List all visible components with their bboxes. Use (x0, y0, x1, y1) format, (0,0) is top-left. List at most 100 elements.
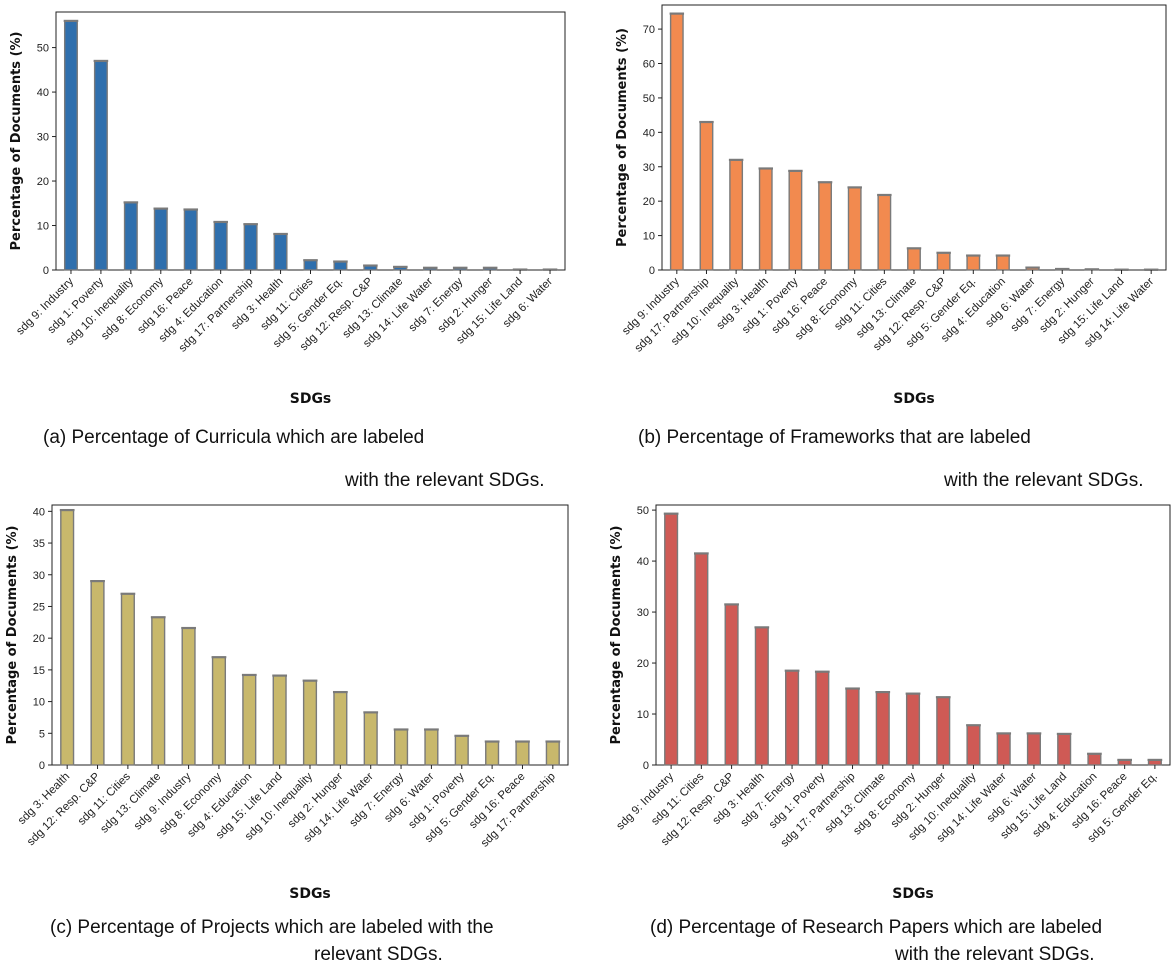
bar (181, 627, 196, 766)
y-tick-label: 15 (33, 665, 45, 677)
y-tick-label: 0 (43, 265, 49, 277)
bar (966, 724, 981, 766)
bar (669, 12, 684, 271)
bar (1087, 753, 1102, 766)
y-tick-label: 20 (37, 176, 49, 188)
y-tick-label: 0 (643, 760, 649, 772)
y-axis-label: Percentage of Documents (%) (9, 32, 24, 251)
bar (847, 186, 862, 271)
bar (815, 671, 830, 766)
y-tick-label: 0 (649, 265, 655, 277)
chart-caption-line: relevant SDGs. (314, 944, 443, 965)
bar (664, 512, 679, 766)
bar (333, 691, 348, 766)
bar (120, 593, 135, 766)
bar (966, 254, 981, 271)
y-tick-label: 20 (637, 658, 649, 670)
bar (729, 159, 744, 271)
bar (424, 728, 439, 766)
bar (153, 207, 168, 271)
y-tick-label: 40 (637, 556, 649, 568)
bar (515, 740, 530, 766)
chart-caption-line: (c) Percentage of Projects which are lab… (50, 917, 494, 938)
chart-caption-line: (d) Percentage of Research Papers which … (650, 917, 1102, 938)
y-tick-label: 40 (643, 127, 655, 139)
y-axis-label: Percentage of Documents (%) (5, 526, 20, 745)
chart-caption-line: with the relevant SDGs. (894, 944, 1095, 965)
bar (907, 247, 921, 271)
bar (454, 735, 469, 766)
x-tick-label: sdg 3: Health (16, 771, 72, 827)
x-axis-label: SDGs (290, 391, 332, 407)
bar (936, 252, 951, 271)
bar (905, 692, 921, 766)
bar (788, 170, 803, 271)
y-tick-label: 50 (637, 505, 649, 517)
y-tick-label: 30 (643, 162, 655, 174)
chart-caption-line: (b) Percentage of Frameworks that are la… (638, 427, 1031, 448)
bar (393, 728, 409, 766)
bar (93, 60, 108, 271)
bar (183, 208, 198, 271)
bar (363, 711, 378, 766)
bar (60, 509, 75, 766)
bar (273, 233, 288, 271)
bar (211, 656, 227, 766)
y-tick-label: 10 (643, 231, 655, 243)
bar (724, 603, 739, 766)
bar (754, 626, 769, 766)
bar (90, 580, 105, 766)
bar (845, 687, 860, 766)
bar (818, 181, 832, 271)
bar (758, 167, 773, 271)
y-tick-label: 0 (39, 760, 45, 772)
bar (996, 732, 1011, 766)
y-tick-label: 20 (33, 633, 45, 645)
chart-caption-line: with the relevant SDGs. (943, 470, 1144, 491)
bar (302, 679, 318, 766)
y-tick-label: 40 (33, 506, 45, 518)
bar (785, 669, 800, 766)
bar (699, 121, 714, 271)
y-tick-label: 40 (37, 87, 49, 99)
bar (123, 201, 138, 271)
bar (875, 691, 890, 766)
bar (694, 552, 709, 766)
y-tick-label: 30 (637, 607, 649, 619)
y-tick-label: 50 (37, 43, 49, 55)
x-axis-label: SDGs (893, 391, 935, 407)
bar (877, 194, 892, 271)
chart-caption-line: (a) Percentage of Curricula which are la… (43, 427, 424, 448)
y-tick-label: 35 (33, 538, 45, 550)
bar (545, 740, 560, 766)
bar (333, 260, 348, 271)
y-axis-label: Percentage of Documents (%) (615, 28, 630, 247)
bar (272, 674, 287, 766)
x-axis-label: SDGs (892, 886, 934, 902)
y-tick-label: 10 (33, 697, 45, 709)
bar (996, 254, 1010, 271)
y-tick-label: 10 (37, 221, 49, 233)
x-axis-label: SDGs (289, 886, 331, 902)
y-axis-label: Percentage of Documents (%) (609, 526, 624, 745)
bar (213, 221, 228, 271)
y-tick-label: 25 (33, 601, 45, 613)
y-tick-label: 10 (637, 709, 649, 721)
chart-caption-line: with the relevant SDGs. (344, 470, 545, 491)
y-tick-label: 30 (37, 132, 49, 144)
y-tick-label: 70 (643, 24, 655, 36)
bar (303, 259, 318, 271)
y-tick-label: 30 (33, 570, 45, 582)
y-tick-label: 60 (643, 59, 655, 71)
bar (63, 20, 78, 271)
bar (485, 740, 500, 766)
x-tick-label: sdg 11: Cities (649, 770, 706, 827)
bar (243, 223, 258, 271)
y-tick-label: 5 (39, 728, 45, 740)
bar (936, 696, 951, 766)
